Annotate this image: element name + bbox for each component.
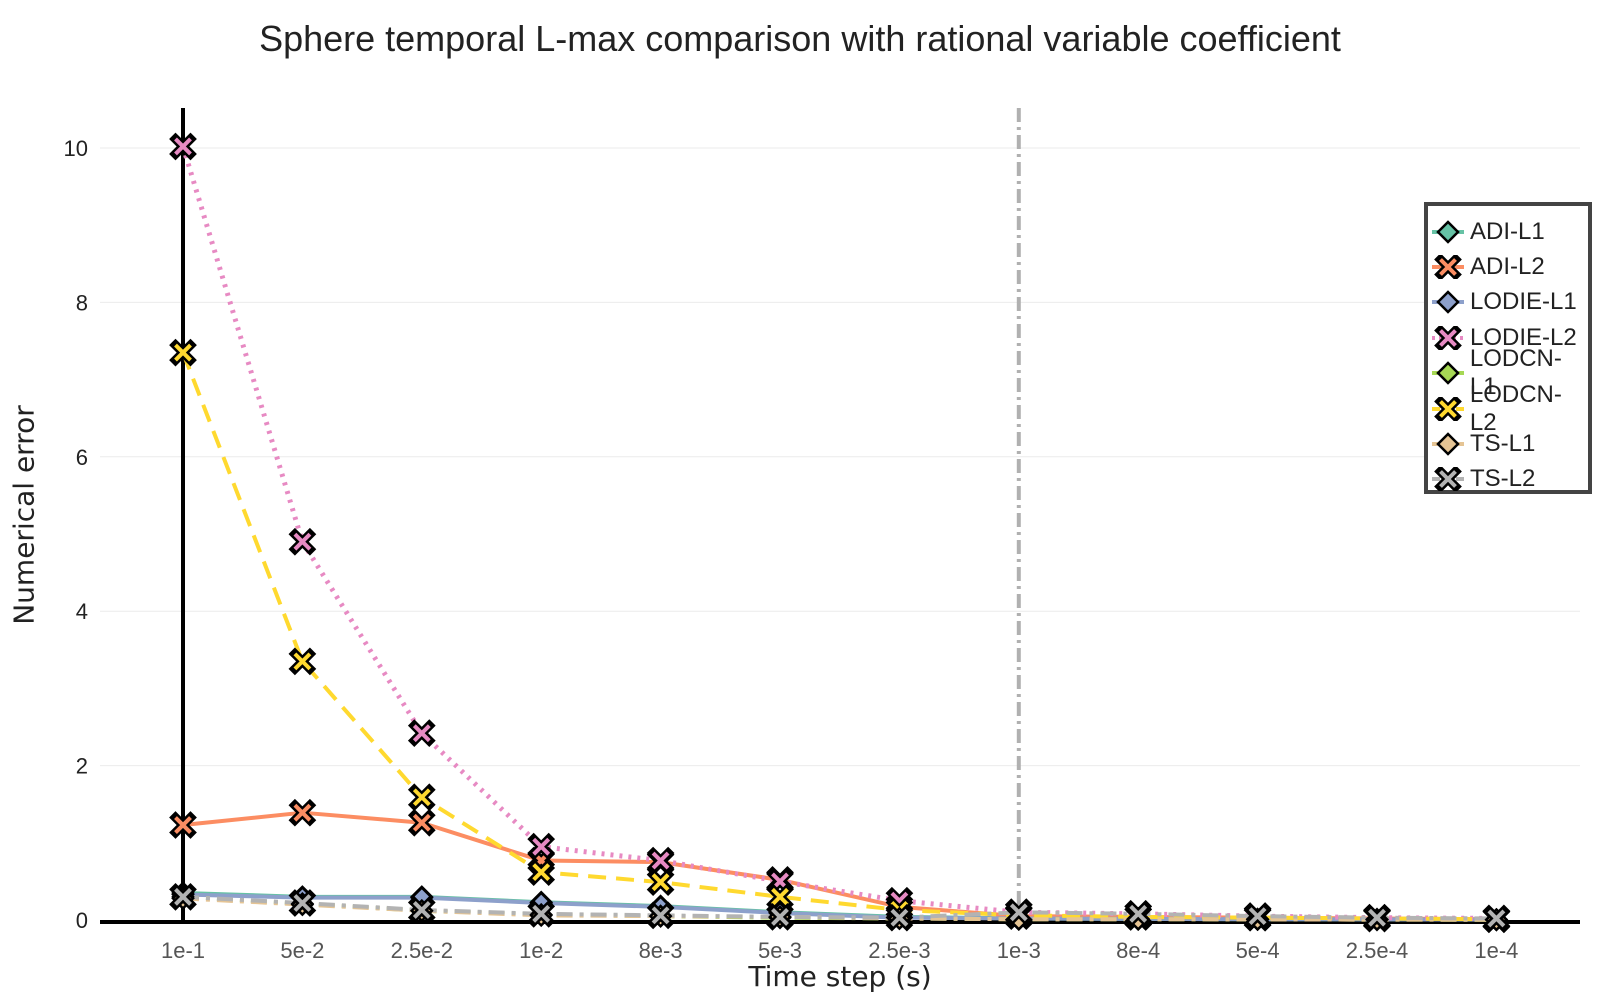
- legend-marker: [1434, 467, 1462, 492]
- data-point-adi-l2: [169, 811, 197, 839]
- data-point-ts-l2: [288, 889, 317, 917]
- legend-label: TS-L1: [1470, 430, 1536, 458]
- x-axis-label: Time step (s): [748, 960, 932, 993]
- legend-item-lodie-l2[interactable]: LODIE-L2: [1428, 320, 1588, 355]
- data-point-lodcn-l2: [646, 868, 675, 897]
- legend-item-lodcn-l2[interactable]: LODCN-L2: [1428, 381, 1588, 436]
- x-tick-label: 5e-2: [280, 938, 324, 963]
- legend-item-ts-l1[interactable]: TS-L1: [1428, 426, 1588, 461]
- data-point-ts-l2: [1243, 902, 1272, 931]
- legend-swatch: [1432, 290, 1464, 315]
- legend: ADI-L1 ADI-L2 LODIE-L1 LODIE-L2 LODCN-L1 LODC…: [1424, 202, 1592, 494]
- legend-swatch: [1432, 325, 1464, 350]
- legend-label: LODIE-L2: [1470, 323, 1577, 351]
- data-point-ts-l2: [407, 896, 436, 924]
- x-tick-label: 2.5e-2: [391, 938, 453, 963]
- legend-swatch: [1432, 219, 1464, 244]
- x-tick-label: 1e-3: [997, 938, 1041, 963]
- x-tick-label: 2.5e-3: [868, 938, 930, 963]
- legend-marker: [1434, 255, 1462, 280]
- x-tick-label: 5e-3: [758, 938, 802, 963]
- data-point-lodcn-l2: [407, 783, 436, 812]
- legend-marker: [1436, 361, 1460, 386]
- legend-swatch: [1432, 255, 1464, 280]
- data-point-lodie-l2: [288, 527, 317, 556]
- legend-item-adi-l1[interactable]: ADI-L1: [1428, 214, 1588, 249]
- legend-item-ts-l2[interactable]: TS-L2: [1428, 462, 1588, 497]
- y-tick-label: 2: [76, 754, 88, 779]
- x-tick-label: 8e-3: [639, 938, 683, 963]
- legend-swatch: [1432, 467, 1464, 492]
- data-point-ts-l2: [169, 882, 197, 911]
- chart-title: Sphere temporal L-max comparison with ra…: [259, 18, 1341, 59]
- legend-marker: [1436, 290, 1460, 315]
- y-tick-label: 8: [76, 290, 88, 315]
- legend-swatch: [1432, 396, 1464, 421]
- x-tick-label: 8e-4: [1116, 938, 1160, 963]
- legend-label: LODIE-L1: [1470, 288, 1577, 316]
- x-tick-label: 1e-2: [519, 938, 563, 963]
- marker-layer: [169, 132, 1511, 934]
- data-point-lodie-l2: [646, 846, 675, 875]
- data-point-lodcn-l2: [766, 882, 794, 911]
- legend-item-lodcn-l1[interactable]: LODCN-L1: [1428, 345, 1588, 400]
- y-tick-label: 0: [76, 908, 88, 933]
- grid-layer: [100, 147, 1580, 767]
- legend-label: ADI-L2: [1470, 253, 1545, 281]
- legend-item-lodie-l1[interactable]: LODIE-L1: [1428, 285, 1588, 320]
- data-point-adi-l2: [407, 808, 436, 837]
- data-point-lodie-l2: [527, 832, 556, 861]
- data-point-ts-l2: [646, 901, 675, 930]
- y-tick-label: 4: [76, 599, 88, 624]
- data-point-lodie-l2: [407, 719, 436, 748]
- y-tick-label: 6: [76, 445, 88, 470]
- legend-swatch: [1432, 432, 1464, 456]
- data-point-ts-l2: [766, 903, 794, 931]
- data-point-lodie-l2: [169, 132, 197, 161]
- legend-marker: [1434, 396, 1462, 421]
- series-line-lodcn-l2: [181, 351, 1497, 922]
- data-point-ts-l2: [1482, 904, 1511, 933]
- data-point-ts-l2: [1004, 898, 1033, 927]
- x-tick-label: 2.5e-4: [1346, 938, 1408, 963]
- x-tick-label: 1e-1: [161, 938, 205, 963]
- data-point-ts-l2: [1124, 899, 1153, 928]
- legend-label: LODCN-L1: [1469, 345, 1562, 401]
- y-axis-label: Numerical error: [7, 405, 41, 625]
- x-tick-label: 1e-4: [1474, 938, 1518, 963]
- x-tick-label: 5e-4: [1236, 938, 1280, 963]
- legend-swatch: [1432, 361, 1464, 386]
- data-point-lodcn-l2: [169, 338, 197, 367]
- data-point-ts-l2: [1363, 903, 1391, 932]
- series-layer: [180, 145, 1497, 922]
- legend-item-adi-l2[interactable]: ADI-L2: [1428, 249, 1588, 284]
- data-point-ts-l2: [527, 899, 556, 928]
- data-point-adi-l2: [288, 798, 317, 827]
- data-point-lodcn-l2: [288, 647, 317, 676]
- legend-marker: [1436, 432, 1460, 456]
- axis-layer: [100, 108, 1580, 924]
- data-point-ts-l2: [885, 903, 914, 932]
- legend-marker: [1436, 219, 1460, 244]
- legend-label: LODCN-L2: [1469, 380, 1562, 436]
- data-point-lodcn-l2: [527, 858, 556, 886]
- tick-label-layer: 0 2 4 6 8 10 1e-1 5e-2 2.5e-2 1e-2 8e-3 5e-3 2.5e-3 1…: [64, 136, 1519, 963]
- series-line-lodie-l2: [180, 145, 1497, 921]
- legend-label: ADI-L1: [1470, 217, 1545, 245]
- legend-marker: [1434, 325, 1462, 350]
- legend-label: TS-L2: [1470, 465, 1536, 493]
- y-tick-label: 10: [64, 136, 88, 161]
- series-line-ts-l2: [182, 894, 1497, 921]
